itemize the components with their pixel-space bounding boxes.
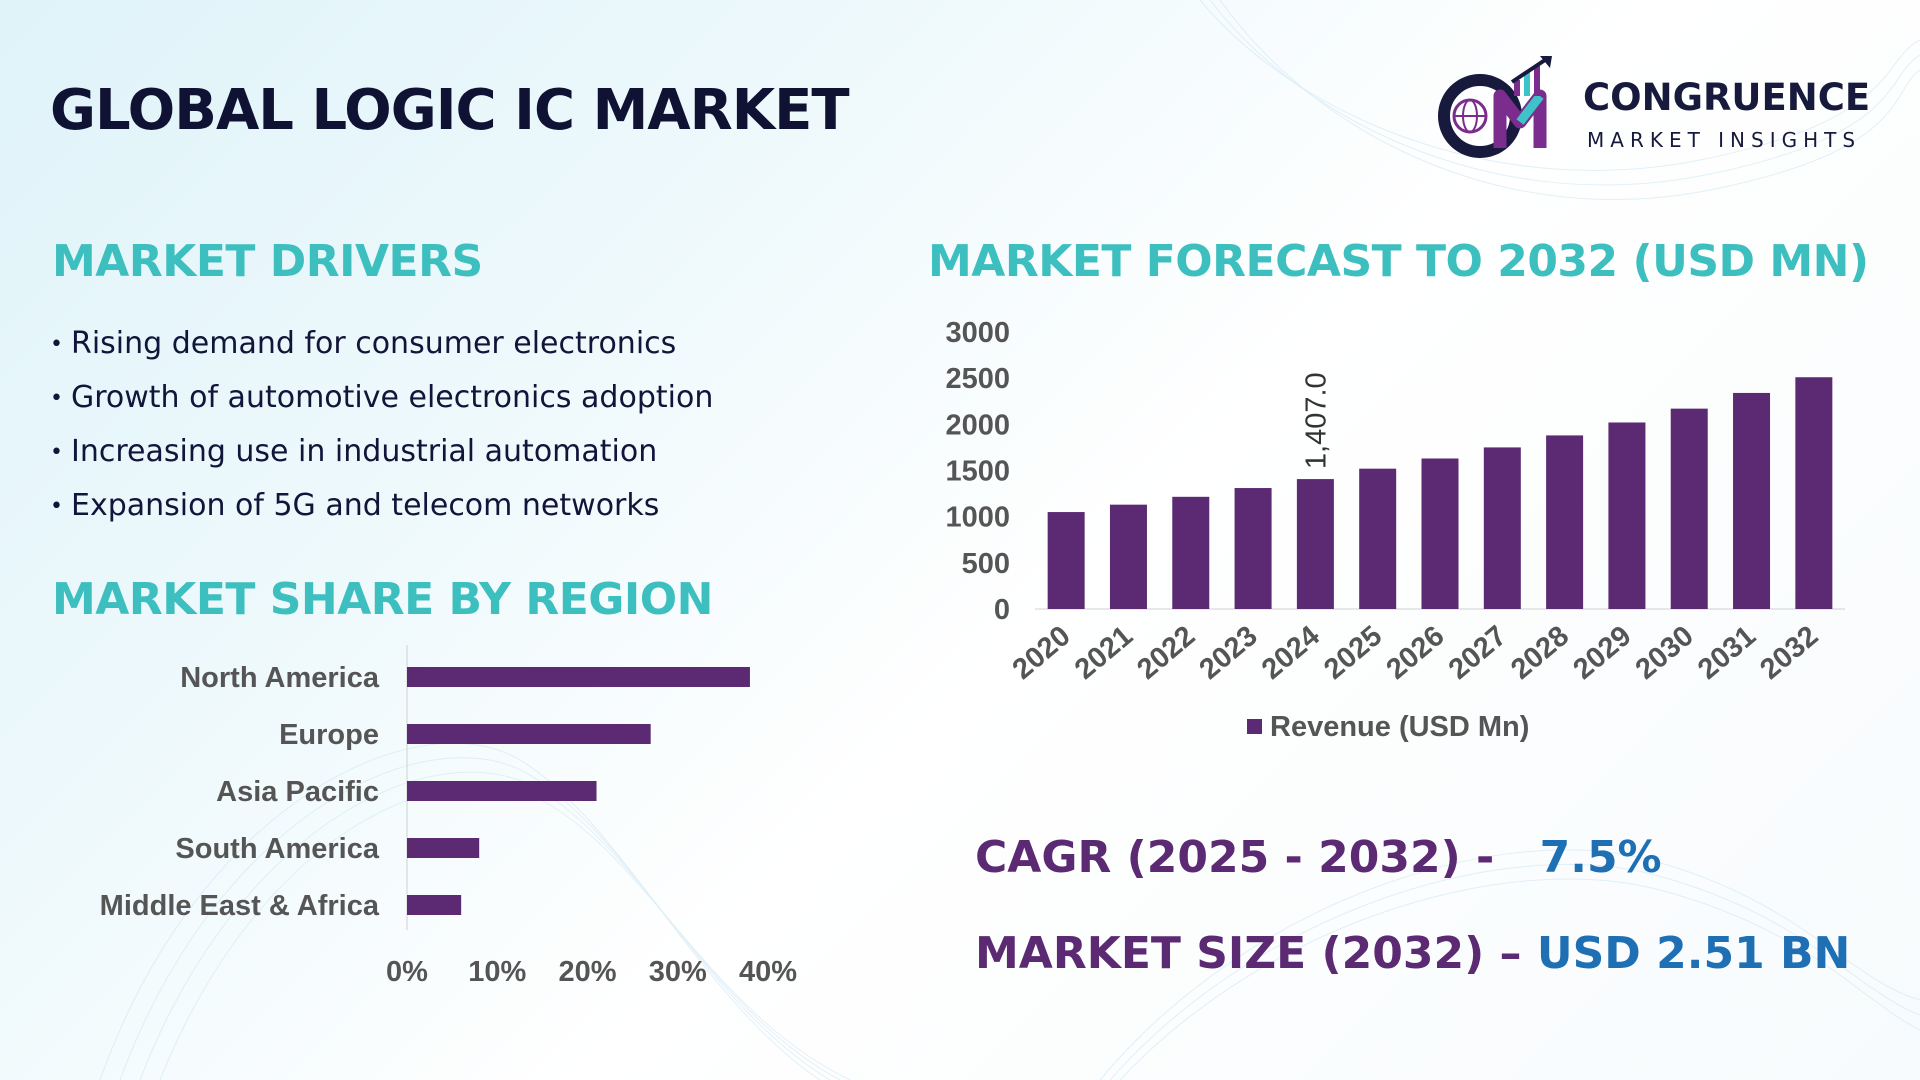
driver-item: • Increasing use in industrial automation bbox=[50, 434, 658, 469]
forecast-heading: MARKET FORECAST TO 2032 (USD MN) bbox=[928, 236, 1869, 287]
forecast-x-tick-label: 2022 bbox=[1131, 620, 1201, 686]
forecast-bar bbox=[1296, 479, 1334, 609]
logo-mark-icon bbox=[1438, 56, 1552, 158]
forecast-x-tick-label: 2020 bbox=[1007, 620, 1077, 686]
forecast-x-tick-label: 2023 bbox=[1194, 620, 1264, 686]
region-category-label: Asia Pacific bbox=[216, 776, 379, 808]
forecast-bar bbox=[1546, 435, 1584, 609]
region-tick-label: 40% bbox=[739, 956, 797, 988]
forecast-x-tick-label: 2031 bbox=[1692, 620, 1762, 686]
forecast-bar bbox=[1172, 496, 1210, 609]
forecast-bar bbox=[1359, 468, 1397, 609]
forecast-chart: 0 500 1000 1500 2000 2500 3000 2020202120222023… bbox=[945, 317, 1845, 743]
forecast-bar bbox=[1234, 488, 1272, 609]
forecast-x-tick-label: 2021 bbox=[1069, 620, 1139, 686]
region-tick-label: 20% bbox=[558, 956, 616, 988]
forecast-x-tick-label: 2030 bbox=[1630, 620, 1700, 686]
forecast-y-tick-label: 0 bbox=[994, 594, 1010, 626]
region-tick-label: 0% bbox=[386, 956, 428, 988]
forecast-bar bbox=[1109, 504, 1147, 609]
region-tick-label: 10% bbox=[468, 956, 526, 988]
region-bar bbox=[407, 781, 597, 801]
driver-item: • Expansion of 5G and telecom networks bbox=[50, 488, 660, 523]
forecast-y-tick-label: 1000 bbox=[945, 502, 1010, 534]
forecast-y-tick-label: 2000 bbox=[945, 409, 1010, 441]
drivers-heading: MARKET DRIVERS bbox=[52, 236, 483, 287]
forecast-bar bbox=[1047, 512, 1085, 609]
driver-text: Growth of automotive electronics adoptio… bbox=[70, 380, 714, 415]
region-heading: MARKET SHARE BY REGION bbox=[52, 574, 714, 625]
forecast-x-tick-label: 2028 bbox=[1505, 620, 1575, 686]
forecast-y-tick-label: 2500 bbox=[945, 363, 1010, 395]
driver-item: • Rising demand for consumer electronics bbox=[50, 326, 677, 361]
region-category-label: South America bbox=[175, 833, 379, 865]
forecast-bar bbox=[1670, 408, 1708, 609]
region-category-label: Europe bbox=[279, 719, 379, 751]
market-size-stat: MARKET SIZE (2032) – USD 2.51 BN bbox=[975, 928, 1850, 979]
forecast-x-tick-label: 2026 bbox=[1381, 620, 1451, 686]
page-title: GLOBAL LOGIC IC MARKET bbox=[50, 78, 850, 143]
cagr-label: CAGR (2025 - 2032) - bbox=[975, 832, 1495, 883]
region-bar bbox=[407, 838, 480, 858]
forecast-x-tick-label: 2024 bbox=[1256, 620, 1326, 686]
region-bar bbox=[407, 724, 651, 744]
logo-name: CONGRUENCE bbox=[1583, 76, 1871, 119]
forecast-bar bbox=[1483, 447, 1521, 609]
region-tick-label: 30% bbox=[649, 956, 707, 988]
forecast-y-tick-label: 500 bbox=[962, 548, 1010, 580]
company-logo: CONGRUENCE MARKET INSIGHTS bbox=[1428, 52, 1898, 162]
forecast-x-tick-label: 2029 bbox=[1567, 620, 1637, 686]
forecast-data-label: 1,407.0 bbox=[1300, 372, 1332, 469]
region-bar bbox=[407, 667, 750, 687]
driver-text: Expansion of 5G and telecom networks bbox=[70, 488, 660, 523]
drivers-list: • Rising demand for consumer electronics … bbox=[50, 322, 713, 538]
forecast-x-tick-label: 2027 bbox=[1443, 620, 1513, 686]
forecast-x-tick-label: 2032 bbox=[1754, 620, 1824, 686]
cagr-stat: CAGR (2025 - 2032) - 7.5% bbox=[975, 832, 1662, 883]
market-size-label: MARKET SIZE (2032) – bbox=[975, 928, 1522, 979]
cagr-value: 7.5% bbox=[1539, 832, 1662, 883]
forecast-bar bbox=[1608, 422, 1646, 609]
region-share-chart: North America Europe Asia Pacific South Ame… bbox=[100, 645, 797, 988]
logo-subtitle: MARKET INSIGHTS bbox=[1587, 128, 1862, 152]
forecast-bar bbox=[1421, 458, 1459, 609]
driver-item: • Growth of automotive electronics adopti… bbox=[50, 380, 714, 415]
forecast-bar bbox=[1795, 377, 1833, 609]
driver-text: Increasing use in industrial automation bbox=[70, 434, 658, 469]
region-bar bbox=[407, 895, 462, 915]
region-category-label: Middle East & Africa bbox=[100, 890, 380, 922]
forecast-legend-label: Revenue (USD Mn) bbox=[1270, 711, 1529, 743]
forecast-bar bbox=[1733, 392, 1771, 609]
market-size-value: USD 2.51 BN bbox=[1536, 928, 1851, 979]
region-category-label: North America bbox=[180, 662, 380, 694]
forecast-legend-swatch bbox=[1247, 719, 1262, 734]
forecast-x-tick-label: 2025 bbox=[1318, 620, 1388, 686]
forecast-y-tick-label: 1500 bbox=[945, 456, 1010, 488]
driver-text: Rising demand for consumer electronics bbox=[70, 326, 677, 361]
forecast-y-tick-label: 3000 bbox=[945, 317, 1010, 349]
